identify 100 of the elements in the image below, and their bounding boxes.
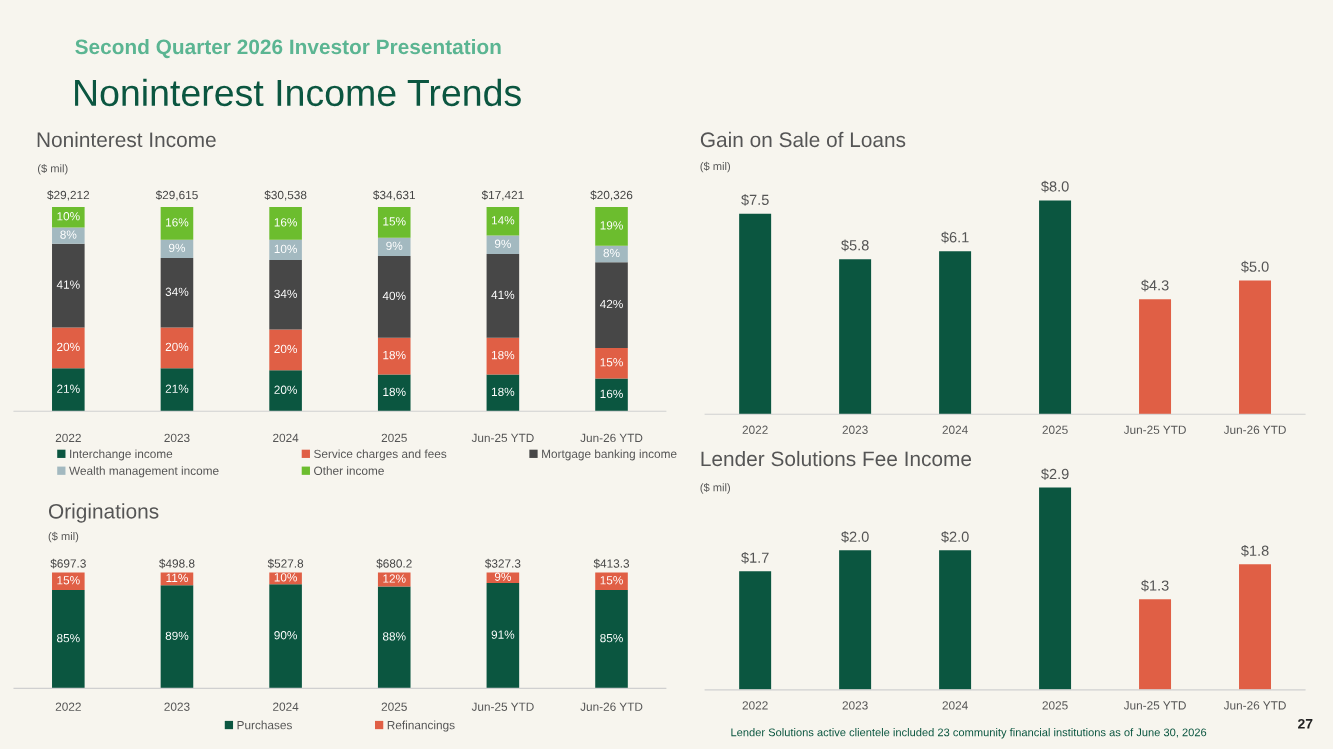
data-label: 41% xyxy=(491,290,515,299)
data-label: 9% xyxy=(494,572,511,581)
bar xyxy=(595,347,628,379)
data-label: 89% xyxy=(165,631,189,640)
x-tick-label: 2025 xyxy=(381,702,407,711)
bar xyxy=(377,337,411,375)
data-label: 12% xyxy=(383,574,406,583)
text: $527.8 xyxy=(267,558,304,569)
bar xyxy=(839,550,872,690)
bar xyxy=(939,550,972,690)
bar xyxy=(52,327,85,369)
legend-label: Service charges and fees xyxy=(314,449,447,461)
chart-subtitle: ($ mil) xyxy=(700,161,730,173)
data-label: 8% xyxy=(60,230,77,239)
x-tick-label: 2025 xyxy=(381,433,407,443)
bar xyxy=(939,251,972,415)
bar xyxy=(486,207,520,236)
x-tick-label: Jun-26 YTD xyxy=(580,702,643,711)
bar xyxy=(52,207,85,228)
data-label: 18% xyxy=(491,350,515,360)
data-label: $2.9 xyxy=(1041,468,1069,481)
text: $697.3 xyxy=(50,558,86,569)
x-tick-label: 2022 xyxy=(55,433,81,443)
chart-title: Lender Solutions Fee Income xyxy=(701,450,972,467)
bar xyxy=(377,256,411,338)
data-label: 18% xyxy=(491,387,515,396)
data-label: 15% xyxy=(57,576,80,585)
data-label: 15% xyxy=(600,358,623,367)
x-tick-label: 2023 xyxy=(164,702,190,711)
x-tick-label: 2024 xyxy=(942,425,968,434)
data-label: $5.8 xyxy=(841,239,869,252)
bar xyxy=(52,243,85,328)
bar xyxy=(1039,487,1072,690)
bar xyxy=(595,589,628,689)
bar xyxy=(486,337,520,375)
data-label: 16% xyxy=(274,218,297,227)
data-label: 15% xyxy=(600,576,623,585)
bar xyxy=(160,585,194,689)
chart-subtitle: ($ mil) xyxy=(48,531,79,543)
bar xyxy=(160,207,194,240)
data-label: 9% xyxy=(494,239,511,248)
bar xyxy=(1039,200,1072,415)
data-label: $1.8 xyxy=(1240,544,1269,557)
bar xyxy=(486,582,520,689)
text: $17,421 xyxy=(481,190,524,201)
bar xyxy=(52,589,85,689)
data-label: 40% xyxy=(382,291,406,301)
data-label: 21% xyxy=(57,384,80,393)
bar xyxy=(52,227,85,244)
data-label: 20% xyxy=(57,342,80,352)
x-tick-label: Jun-25 YTD xyxy=(471,702,534,711)
data-label: $1.3 xyxy=(1141,579,1169,592)
text: $29,212 xyxy=(47,190,90,201)
bar xyxy=(1139,299,1172,415)
bar xyxy=(739,213,772,415)
x-tick-label: 2024 xyxy=(273,433,299,443)
x-tick-label: Jun-25 YTD xyxy=(1123,425,1186,434)
text: $29,615 xyxy=(155,190,198,201)
x-tick-label: Jun-26 YTD xyxy=(1223,701,1286,710)
data-label: 9% xyxy=(168,243,186,253)
data-label: 9% xyxy=(386,241,403,251)
bar xyxy=(595,378,628,412)
bar xyxy=(269,207,302,240)
data-label: 18% xyxy=(383,387,406,396)
data-label: 18% xyxy=(383,350,406,360)
x-tick-label: 2023 xyxy=(842,425,868,434)
text: $413.3 xyxy=(593,558,630,569)
data-label: 20% xyxy=(165,342,189,352)
data-label: $5.0 xyxy=(1240,260,1269,273)
legend-label: Refinancings xyxy=(387,720,455,732)
data-label: 88% xyxy=(382,632,406,641)
x-tick-label: 2022 xyxy=(742,425,768,434)
legend-label: Mortgage banking income xyxy=(542,449,677,461)
data-label: 21% xyxy=(165,384,189,393)
x-tick-label: Jun-25 YTD xyxy=(1123,701,1186,710)
bar xyxy=(377,586,411,689)
text: $30,538 xyxy=(264,190,307,201)
data-label: $4.3 xyxy=(1141,279,1169,292)
data-label: $7.5 xyxy=(741,194,769,206)
text: Lender Solutions active clientele included 23 community financial institutions as of June 30, 2026 xyxy=(731,728,1207,739)
data-label: 91% xyxy=(491,630,515,639)
x-tick-label: 2025 xyxy=(1042,701,1068,710)
legend-label: Interchange income xyxy=(70,449,173,461)
data-label: $6.1 xyxy=(941,231,969,244)
data-label: 85% xyxy=(57,633,80,643)
bar xyxy=(595,207,628,246)
chart-title: Originations xyxy=(48,503,159,523)
bar xyxy=(269,260,302,330)
data-label: $1.7 xyxy=(741,551,769,564)
bar xyxy=(1239,564,1272,690)
bar xyxy=(1239,280,1272,415)
text: $327.3 xyxy=(484,558,521,569)
bar xyxy=(377,374,411,412)
x-tick-label: 2022 xyxy=(742,701,768,710)
x-tick-label: 2023 xyxy=(842,701,868,710)
bar xyxy=(269,370,302,412)
chart-title: Gain on Sale of Loans xyxy=(700,131,906,148)
data-label: 10% xyxy=(274,244,297,254)
data-label: 85% xyxy=(600,633,623,643)
bar xyxy=(160,327,194,369)
